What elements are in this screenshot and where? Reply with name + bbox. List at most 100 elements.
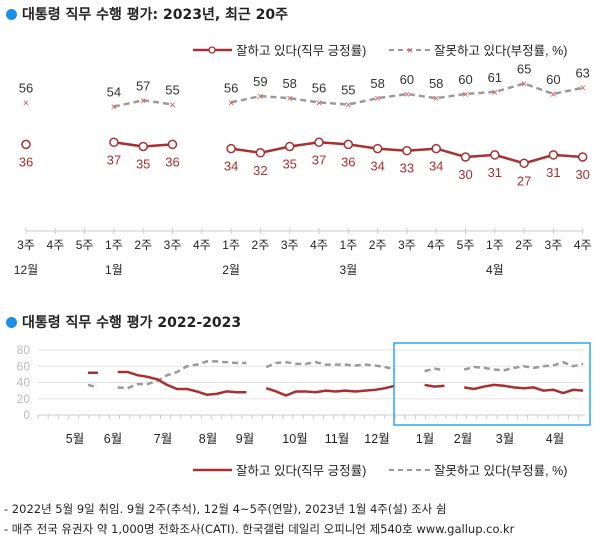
negative-data-label: 58 — [282, 76, 296, 91]
positive-data-label: 27 — [517, 173, 531, 188]
positive-point-marker — [548, 150, 559, 160]
positive-point-marker — [109, 137, 119, 148]
negative-point-marker: × — [579, 83, 585, 95]
x-tick-label: 4주 — [574, 238, 592, 252]
negative-point-marker: × — [140, 95, 146, 107]
negative-series-line — [265, 360, 396, 371]
x-tick-label: 3주 — [398, 238, 416, 252]
month-label: 2월 — [222, 263, 240, 277]
negative-series-line — [424, 367, 445, 373]
negative-point-marker: × — [550, 89, 556, 101]
positive-data-label: 34 — [370, 159, 384, 174]
legend-positive-label: 잘하고 있다(직무 긍정률) — [236, 44, 366, 58]
x-tick-label: 3주 — [545, 238, 563, 252]
positive-data-label: 34 — [224, 159, 238, 174]
positive-data-label: 37 — [107, 152, 121, 167]
negative-point-marker: × — [286, 93, 292, 105]
legend-negative-label: 잘못하고 있다(부정률, %) — [434, 464, 567, 478]
y-tick-label: 60 — [17, 359, 31, 373]
positive-point-marker — [284, 141, 295, 152]
month-label: 8월 — [199, 432, 217, 446]
negative-point-marker: × — [521, 79, 527, 91]
x-tick-label: 4주 — [193, 238, 211, 252]
positive-data-label: 36 — [165, 154, 179, 169]
negative-point-marker: × — [228, 97, 234, 109]
month-label: 5월 — [66, 432, 84, 446]
negative-data-label: 56 — [224, 80, 238, 95]
legend-positive-label: 잘하고 있다(직무 긍정률) — [236, 464, 366, 478]
month-label: 7월 — [154, 432, 172, 446]
positive-data-label: 35 — [282, 157, 296, 172]
month-label: 2월 — [454, 432, 472, 446]
negative-point-marker: × — [433, 93, 439, 105]
negative-series-line — [117, 360, 247, 390]
x-tick-label: 5주 — [457, 238, 475, 252]
positive-data-label: 30 — [458, 167, 472, 182]
month-label: 1월 — [416, 432, 434, 446]
y-tick-label: 80 — [17, 343, 31, 357]
negative-point-marker: × — [374, 93, 380, 105]
x-tick-label: 1주 — [222, 238, 240, 252]
negative-data-label: 60 — [458, 72, 472, 87]
chart1-title-text: 대통령 직무 수행 평가: 2023년, 최근 20주 — [22, 7, 289, 23]
bullet-dot-icon — [6, 316, 17, 328]
positive-point-marker — [21, 139, 31, 150]
positive-data-label: 34 — [429, 159, 443, 174]
negative-series-line — [463, 360, 584, 372]
negative-data-label: 55 — [341, 83, 355, 98]
x-tick-label: 1주 — [486, 238, 504, 252]
footnote-1: - 2022년 5월 9일 취임. 9월 2주(추석), 12월 4~5주(연말… — [4, 502, 447, 516]
y-tick-label: 0 — [23, 408, 30, 422]
legend-negative-label: 잘못하고 있다(부정률, %) — [434, 44, 567, 58]
chart1-title: 대통령 직무 수행 평가: 2023년, 최근 20주 — [6, 4, 288, 24]
negative-point-marker: × — [257, 91, 263, 103]
positive-data-label: 33 — [400, 161, 414, 176]
chart2-title: 대통령 직무 수행 평가 2022-2023 — [6, 312, 241, 332]
x-tick-label: 2주 — [369, 238, 387, 252]
x-tick-label: 3주 — [281, 238, 299, 252]
positive-series-line — [117, 370, 247, 396]
x-tick-label: 1주 — [339, 238, 357, 252]
y-tick-label: 20 — [17, 392, 31, 406]
negative-data-label: 60 — [546, 72, 560, 87]
legend-negative-marker: × — [407, 45, 413, 57]
month-label: 10월 — [282, 432, 307, 446]
negative-data-label: 65 — [517, 62, 531, 77]
x-tick-label: 3주 — [164, 238, 182, 252]
month-label: 12월 — [14, 263, 38, 277]
negative-data-label: 55 — [165, 83, 179, 98]
positive-point-marker — [343, 139, 354, 150]
negative-point-marker: × — [169, 100, 175, 112]
positive-data-label: 35 — [136, 157, 150, 172]
positive-data-label: 31 — [546, 165, 560, 180]
positive-point-marker — [314, 137, 324, 148]
negative-data-label: 56 — [312, 80, 326, 95]
positive-point-marker — [431, 143, 441, 154]
x-tick-label: 4주 — [427, 238, 445, 252]
positive-data-label: 30 — [575, 167, 589, 182]
negative-series-line — [87, 383, 99, 389]
negative-point-marker: × — [492, 87, 498, 99]
chart2-title-text: 대통령 직무 수행 평가 2022-2023 — [22, 315, 242, 331]
negative-point-marker: × — [23, 97, 29, 109]
recent-20-weeks-highlight-box — [393, 342, 591, 426]
positive-series-line — [463, 383, 584, 395]
x-tick-label: 3주 — [17, 238, 35, 252]
x-tick-label: 5주 — [76, 238, 94, 252]
x-tick-label: 4주 — [46, 238, 64, 252]
positive-point-marker — [402, 145, 412, 156]
legend-positive-marker — [208, 46, 216, 54]
negative-data-label: 58 — [429, 76, 443, 91]
positive-series-line — [265, 384, 396, 397]
positive-point-marker — [460, 152, 471, 162]
x-tick-label: 4주 — [310, 238, 328, 252]
x-tick-label: 2주 — [252, 238, 270, 252]
positive-data-label: 36 — [341, 154, 355, 169]
negative-data-label: 60 — [400, 72, 414, 87]
month-label: 1월 — [105, 263, 123, 277]
positive-series-line — [424, 383, 445, 388]
positive-point-marker — [519, 158, 529, 169]
month-label: 9월 — [236, 432, 254, 446]
x-tick-label: 2주 — [134, 238, 152, 252]
